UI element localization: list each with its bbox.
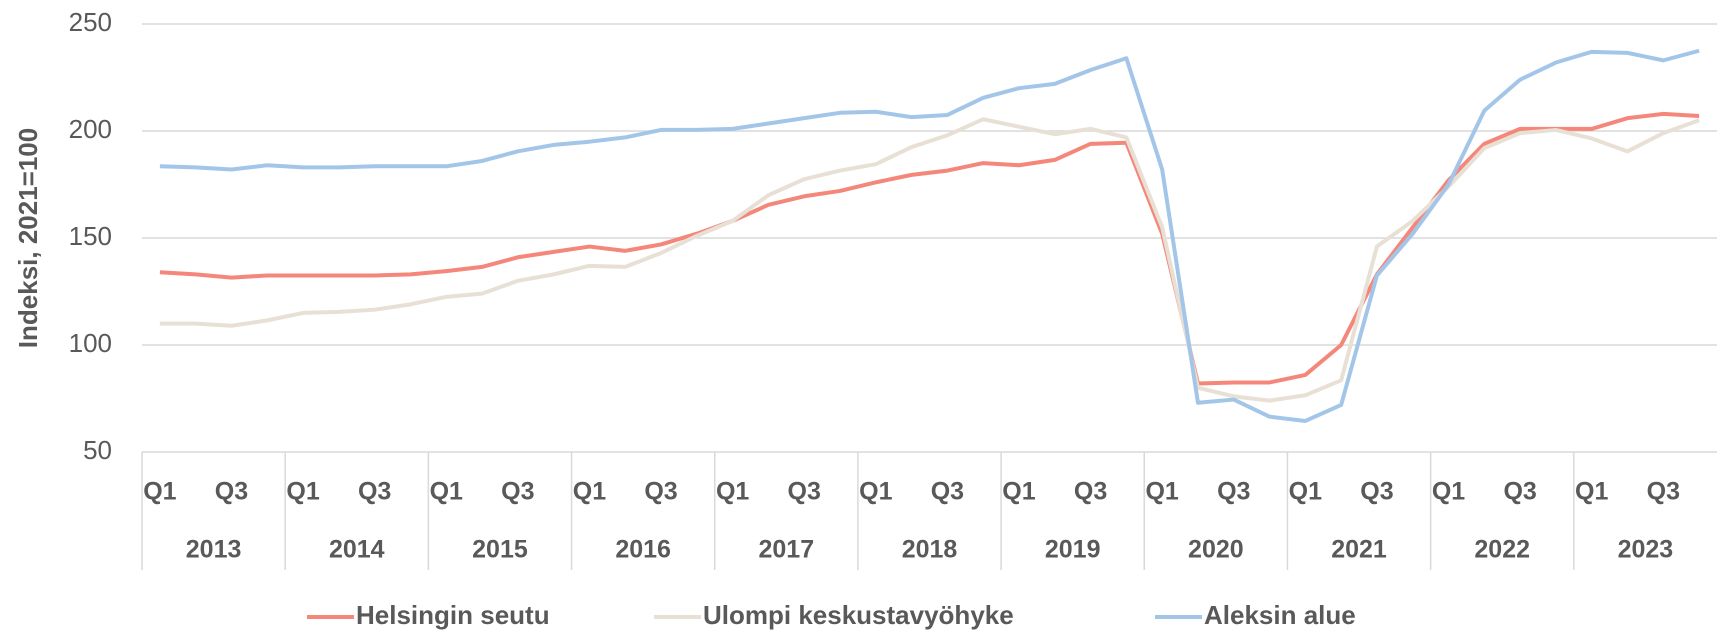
x-tick-label: Q1 xyxy=(143,478,176,506)
x-tick-label: Q1 xyxy=(1432,478,1465,506)
year-label: 2023 xyxy=(1618,536,1674,564)
x-tick-label: Q3 xyxy=(1217,478,1250,506)
year-label: 2014 xyxy=(329,536,385,564)
y-tick-label: 250 xyxy=(69,7,112,37)
y-tick-label: 150 xyxy=(69,221,112,251)
x-tick-label: Q3 xyxy=(644,478,677,506)
x-tick-label: Q1 xyxy=(859,478,892,506)
year-label: 2015 xyxy=(472,536,528,564)
x-tick-label: Q3 xyxy=(931,478,964,506)
year-label: 2016 xyxy=(615,536,671,564)
x-tick-label: Q3 xyxy=(788,478,821,506)
series-line xyxy=(159,111,1700,386)
series-line xyxy=(159,48,1700,423)
x-tick-label: Q3 xyxy=(1360,478,1393,506)
x-tick-label: Q1 xyxy=(1289,478,1322,506)
x-tick-label: Q3 xyxy=(215,478,248,506)
y-tick-label: 200 xyxy=(69,114,112,144)
year-label: 2018 xyxy=(902,536,958,564)
year-label: 2022 xyxy=(1474,536,1530,564)
x-tick-label: Q1 xyxy=(573,478,606,506)
x-tick-label: Q1 xyxy=(1002,478,1035,506)
legend-label: Aleksin alue xyxy=(1204,600,1356,630)
y-tick-label: 100 xyxy=(69,328,112,358)
x-tick-label: Q1 xyxy=(430,478,463,506)
x-tick-label: Q1 xyxy=(1575,478,1608,506)
year-label: 2019 xyxy=(1045,536,1101,564)
y-axis-label: Indeksi, 2021=100 xyxy=(13,128,43,348)
legend-label: Ulompi keskustavyöhyke xyxy=(703,600,1014,630)
year-label: 2020 xyxy=(1188,536,1244,564)
year-label: 2021 xyxy=(1331,536,1387,564)
year-label: 2017 xyxy=(759,536,815,564)
x-tick-label: Q3 xyxy=(1647,478,1680,506)
year-label: 2013 xyxy=(186,536,242,564)
x-tick-label: Q1 xyxy=(1145,478,1178,506)
x-tick-label: Q3 xyxy=(1503,478,1536,506)
x-tick-label: Q3 xyxy=(1074,478,1107,506)
x-tick-label: Q1 xyxy=(716,478,749,506)
x-tick-label: Q3 xyxy=(501,478,534,506)
y-tick-label: 50 xyxy=(83,435,112,465)
x-tick-label: Q3 xyxy=(358,478,391,506)
legend-label: Helsingin seutu xyxy=(356,600,550,630)
x-tick-label: Q1 xyxy=(286,478,319,506)
